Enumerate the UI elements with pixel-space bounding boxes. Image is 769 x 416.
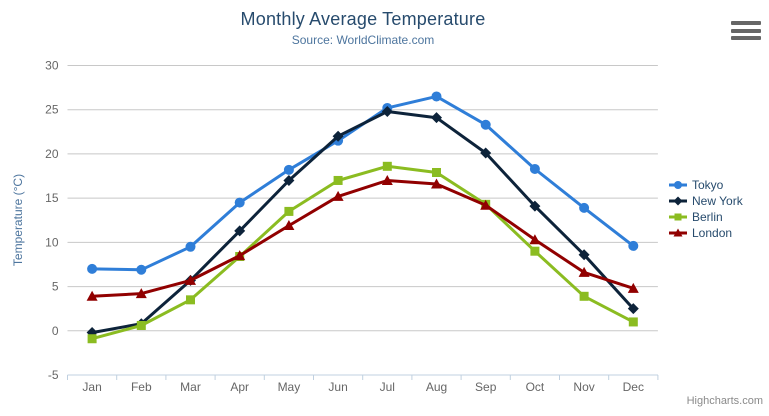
x-tick-label: Apr: [230, 380, 249, 394]
data-point[interactable]: [431, 178, 442, 189]
series-london[interactable]: [86, 174, 639, 301]
data-point[interactable]: [185, 274, 196, 285]
series-new-york[interactable]: [86, 105, 639, 339]
data-point[interactable]: [382, 161, 392, 171]
credits-link[interactable]: Highcharts.com: [686, 395, 763, 407]
data-point[interactable]: [333, 175, 343, 185]
data-point[interactable]: [674, 180, 682, 189]
data-point[interactable]: [529, 163, 540, 174]
data-point[interactable]: [431, 112, 442, 124]
data-point[interactable]: [627, 282, 639, 293]
tokyo-legend-marker-icon: [669, 180, 687, 189]
hamburger-menu-icon: [731, 21, 761, 25]
y-axis-title: Temperature (°C): [11, 174, 25, 266]
data-point[interactable]: [284, 206, 294, 216]
x-tick-label: Oct: [526, 380, 545, 394]
context-menu-button[interactable]: [731, 21, 761, 40]
series-line[interactable]: [90, 179, 635, 298]
data-point[interactable]: [283, 164, 294, 175]
series-line[interactable]: [90, 164, 635, 341]
data-point[interactable]: [86, 290, 98, 301]
data-point[interactable]: [529, 200, 541, 212]
series-line[interactable]: [90, 110, 635, 335]
x-tick-label: May: [278, 380, 301, 394]
legend-label: Tokyo: [692, 177, 724, 192]
x-tick-label: Nov: [573, 380, 594, 394]
x-tick-label: Sep: [475, 380, 497, 394]
hamburger-menu-icon: [731, 36, 761, 40]
data-point[interactable]: [628, 240, 639, 251]
data-point[interactable]: [185, 241, 196, 252]
legend: Tokyo New York Berlin London: [669, 177, 743, 240]
data-point[interactable]: [234, 250, 246, 261]
data-point[interactable]: [480, 147, 492, 159]
x-tick-label: Feb: [131, 380, 152, 394]
series-berlin[interactable]: [87, 161, 638, 344]
data-point[interactable]: [579, 202, 590, 213]
y-tick-label: 20: [45, 147, 59, 161]
x-tick-label: Mar: [180, 380, 201, 394]
data-point[interactable]: [332, 130, 344, 142]
berlin-legend-marker-icon: [669, 213, 687, 220]
legend-label: Berlin: [692, 209, 723, 224]
data-point[interactable]: [234, 197, 245, 208]
data-point[interactable]: [283, 220, 295, 231]
legend-item-berlin[interactable]: Berlin: [669, 209, 743, 224]
data-point[interactable]: [480, 119, 491, 130]
data-point[interactable]: [136, 320, 146, 330]
data-point[interactable]: [381, 105, 393, 117]
data-point[interactable]: [579, 291, 589, 301]
hamburger-menu-icon: [731, 28, 761, 33]
data-point[interactable]: [628, 317, 638, 327]
data-point[interactable]: [135, 288, 147, 299]
legend-label: New York: [692, 193, 743, 208]
y-tick-label: 5: [52, 280, 59, 294]
legend-label: London: [692, 225, 733, 240]
data-point[interactable]: [673, 196, 683, 205]
x-tick-label: Jul: [380, 380, 395, 394]
data-point[interactable]: [530, 246, 540, 256]
data-point[interactable]: [578, 249, 590, 261]
data-point[interactable]: [529, 234, 541, 245]
legend-item-tokyo[interactable]: Tokyo: [669, 177, 743, 192]
x-tick-label: Jun: [328, 380, 347, 394]
x-tick-label: Dec: [623, 380, 644, 394]
y-tick-label: 10: [45, 235, 59, 249]
series-tokyo[interactable]: [87, 91, 639, 275]
data-point[interactable]: [480, 199, 492, 210]
chart-title: Monthly Average Temperature: [240, 9, 486, 29]
legend-item-new-york[interactable]: New York: [669, 193, 743, 208]
y-tick-label: 15: [45, 191, 59, 205]
chart-subtitle: Source: WorldClimate.com: [291, 33, 435, 47]
y-tick-label: 0: [52, 324, 59, 338]
data-point[interactable]: [283, 174, 295, 186]
new-york-legend-marker-icon: [669, 196, 687, 205]
london-legend-marker-icon: [669, 228, 687, 236]
data-point[interactable]: [673, 228, 683, 236]
data-point[interactable]: [381, 174, 393, 185]
data-point[interactable]: [332, 190, 344, 201]
data-point[interactable]: [87, 334, 97, 344]
x-tick-label: Jan: [82, 380, 101, 394]
data-point[interactable]: [136, 264, 147, 275]
data-point[interactable]: [431, 91, 442, 102]
data-point[interactable]: [87, 263, 98, 274]
data-point[interactable]: [234, 225, 246, 237]
y-tick-label: -5: [48, 368, 59, 382]
data-point[interactable]: [627, 303, 639, 315]
x-tick-label: Aug: [426, 380, 447, 394]
data-point[interactable]: [578, 266, 590, 277]
data-point[interactable]: [186, 295, 195, 305]
legend-item-london[interactable]: London: [669, 225, 743, 240]
y-tick-label: 25: [45, 103, 59, 117]
data-point[interactable]: [674, 213, 682, 220]
data-point[interactable]: [432, 167, 441, 177]
y-tick-label: 30: [45, 59, 59, 73]
